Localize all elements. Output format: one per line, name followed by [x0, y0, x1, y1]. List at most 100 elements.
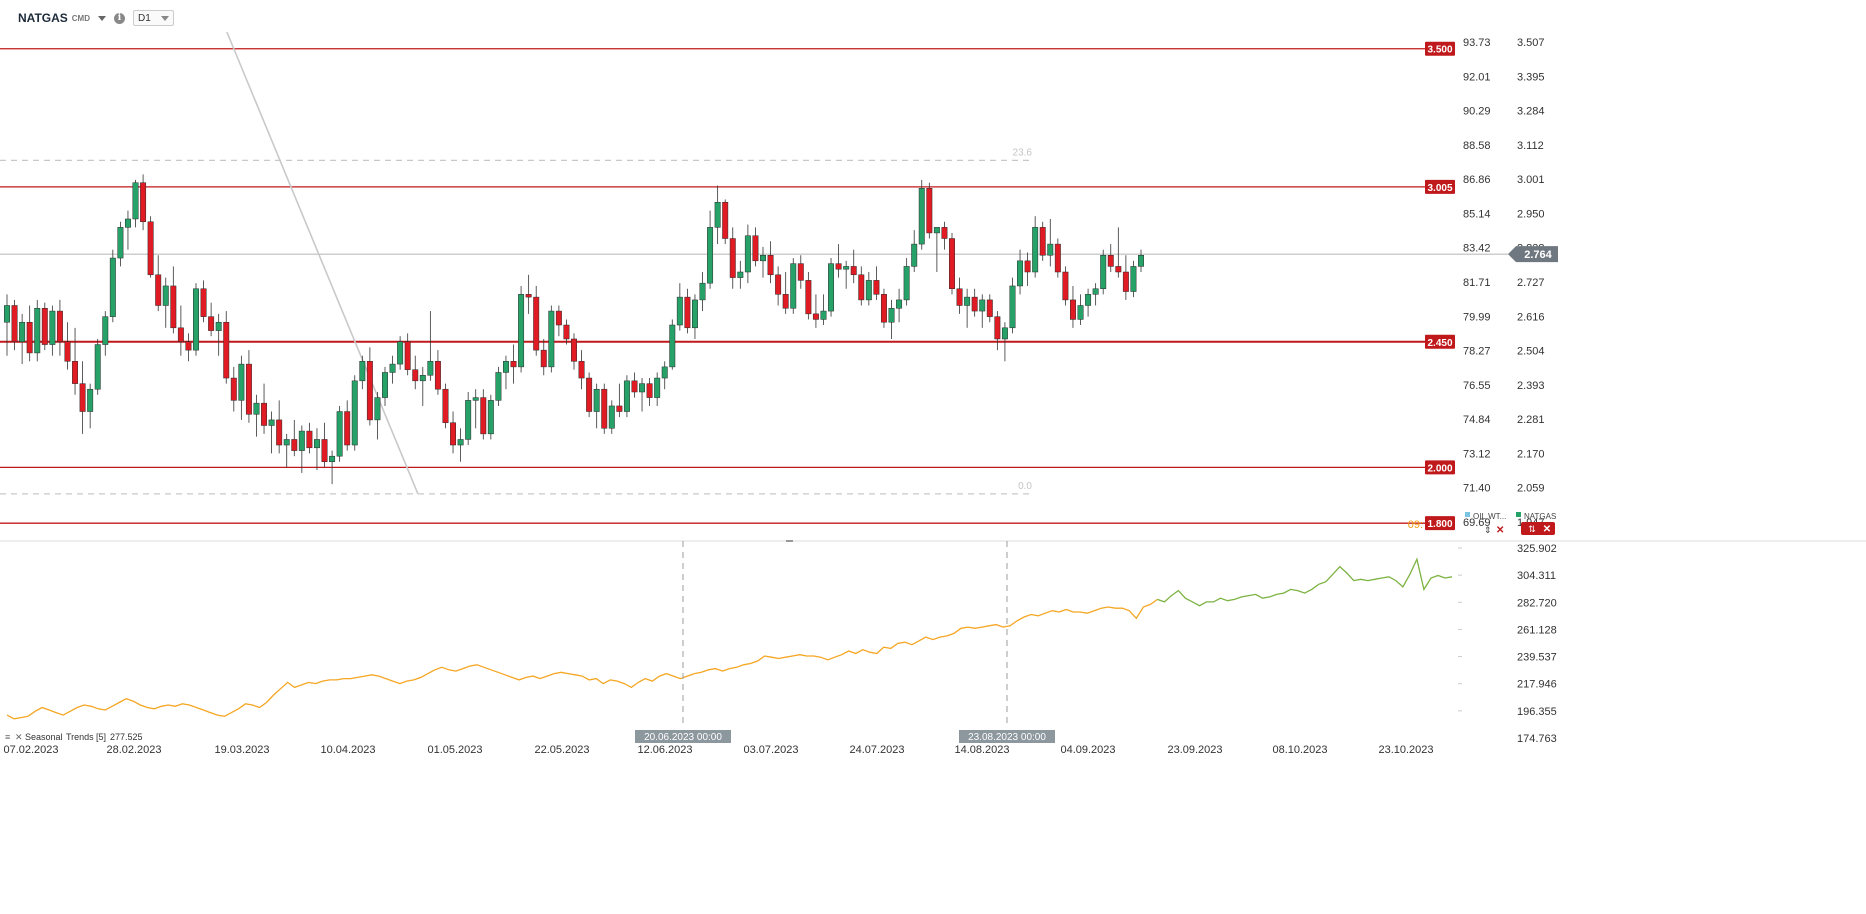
- candle-down: [404, 341, 411, 370]
- candle-down: [306, 430, 313, 449]
- seasonal-label-value: 277.525: [110, 732, 143, 742]
- right-axis-tick: 2.727: [1517, 277, 1545, 289]
- candle-down: [797, 263, 804, 281]
- candle-down: [578, 361, 585, 379]
- candle-up: [1001, 327, 1008, 340]
- candle-up: [518, 294, 525, 368]
- reorder-icon: ⇕: [1484, 525, 1492, 535]
- candle-up: [502, 361, 509, 373]
- candle-up: [162, 285, 169, 306]
- candle-down: [782, 294, 789, 309]
- level-tag: [1425, 179, 1455, 194]
- candle-up: [427, 361, 434, 376]
- candle-down: [1069, 299, 1076, 320]
- candle-down: [873, 280, 880, 295]
- timeframe-value: D1: [138, 12, 151, 24]
- candle-up: [283, 439, 290, 446]
- candle-down: [752, 235, 759, 262]
- candle-down: [533, 296, 540, 351]
- candle-up: [374, 397, 381, 421]
- candle-up: [888, 308, 895, 323]
- candle-up: [34, 308, 41, 354]
- candle-down: [450, 422, 457, 446]
- candle-up: [979, 299, 986, 312]
- candle-down: [230, 377, 237, 401]
- legend-label-oil: OIL.WT...: [1473, 512, 1506, 521]
- info-icon[interactable]: i: [114, 12, 125, 24]
- candle-down: [805, 280, 812, 315]
- candle-down: [858, 274, 865, 301]
- left-axis-tick: 76.55: [1463, 380, 1491, 392]
- x-tick-label: 23.09.2023: [1167, 744, 1222, 756]
- candle-up: [918, 188, 925, 245]
- symbol-name[interactable]: NATGAS: [18, 11, 68, 25]
- close-icon: ✕: [15, 732, 23, 742]
- trendline: [226, 31, 419, 495]
- candle-up: [661, 366, 668, 379]
- fib-label: 23.6: [1013, 147, 1033, 158]
- candle-up: [548, 310, 555, 368]
- candle-up: [1130, 266, 1137, 292]
- left-axis-tick: 78.27: [1463, 346, 1491, 358]
- chevron-down-icon[interactable]: [98, 15, 106, 21]
- trendline-group: [226, 31, 419, 495]
- left-axis-tick: 79.99: [1463, 311, 1491, 323]
- candle-down: [434, 361, 441, 390]
- chart-header: NATGAS CMD i D1: [18, 9, 174, 27]
- candle-down: [261, 402, 268, 426]
- crosshair-label: 20.06.2023 00:00: [644, 732, 722, 743]
- candle-up: [714, 201, 721, 228]
- x-tick-label: 10.04.2023: [320, 744, 375, 756]
- crosshair-label-box: [635, 730, 731, 743]
- candle-down: [11, 305, 18, 343]
- candle-down: [480, 397, 487, 435]
- x-tick-label: 01.05.2023: [427, 744, 482, 756]
- left-axis-tick: 92.01: [1463, 71, 1491, 83]
- candle-up: [94, 344, 101, 390]
- candle-up: [1077, 305, 1084, 320]
- level-tag-label: 3.005: [1427, 183, 1452, 194]
- candle-down: [880, 294, 887, 323]
- x-tick-label: 28.02.2023: [106, 744, 161, 756]
- x-tick-label: 23.10.2023: [1378, 744, 1433, 756]
- left-axis-tick: 74.84: [1463, 414, 1491, 426]
- candle-down: [366, 361, 373, 421]
- candle-down: [646, 383, 653, 398]
- right-axis-tick: 2.393: [1517, 380, 1545, 392]
- level-tag: [1425, 460, 1455, 475]
- lower-axis-tick: 325.902: [1517, 543, 1557, 555]
- price-axes: 3.5073.3953.2843.1123.0012.9502.8382.727…: [1408, 37, 1558, 536]
- current-price-tag: [1508, 246, 1558, 263]
- panel-resize-handle[interactable]: [786, 540, 793, 542]
- candle-up: [669, 324, 676, 368]
- candle-down: [949, 238, 955, 289]
- seasonal-line-forecast: [1157, 557, 1453, 607]
- candle-down: [1054, 243, 1061, 273]
- level-tag: [1425, 516, 1455, 531]
- x-tick-label: 08.10.2023: [1272, 744, 1327, 756]
- candle-up: [676, 296, 683, 326]
- candle-up: [623, 380, 630, 412]
- candle-up: [707, 227, 714, 284]
- candle-down: [540, 349, 547, 368]
- left-axis-tick: 90.29: [1463, 106, 1491, 118]
- candle-up: [608, 405, 615, 429]
- x-tick-label: 07.02.2023: [3, 744, 58, 756]
- candle-up: [699, 282, 706, 301]
- candle-up: [336, 411, 343, 457]
- candle-up: [1032, 227, 1039, 273]
- candle-down: [835, 263, 842, 270]
- candle-up: [389, 363, 396, 373]
- candle-up: [329, 455, 336, 463]
- candle-down: [631, 380, 638, 393]
- right-axis-tick: 3.112: [1517, 140, 1544, 152]
- candle-down: [64, 341, 71, 362]
- candle-up: [359, 361, 366, 382]
- candle-up: [238, 363, 245, 401]
- right-axis-tick: 3.284: [1517, 106, 1545, 118]
- candle-down: [525, 294, 532, 298]
- timeframe-select[interactable]: D1: [133, 10, 174, 26]
- level-tag-label: 1.800: [1427, 519, 1452, 530]
